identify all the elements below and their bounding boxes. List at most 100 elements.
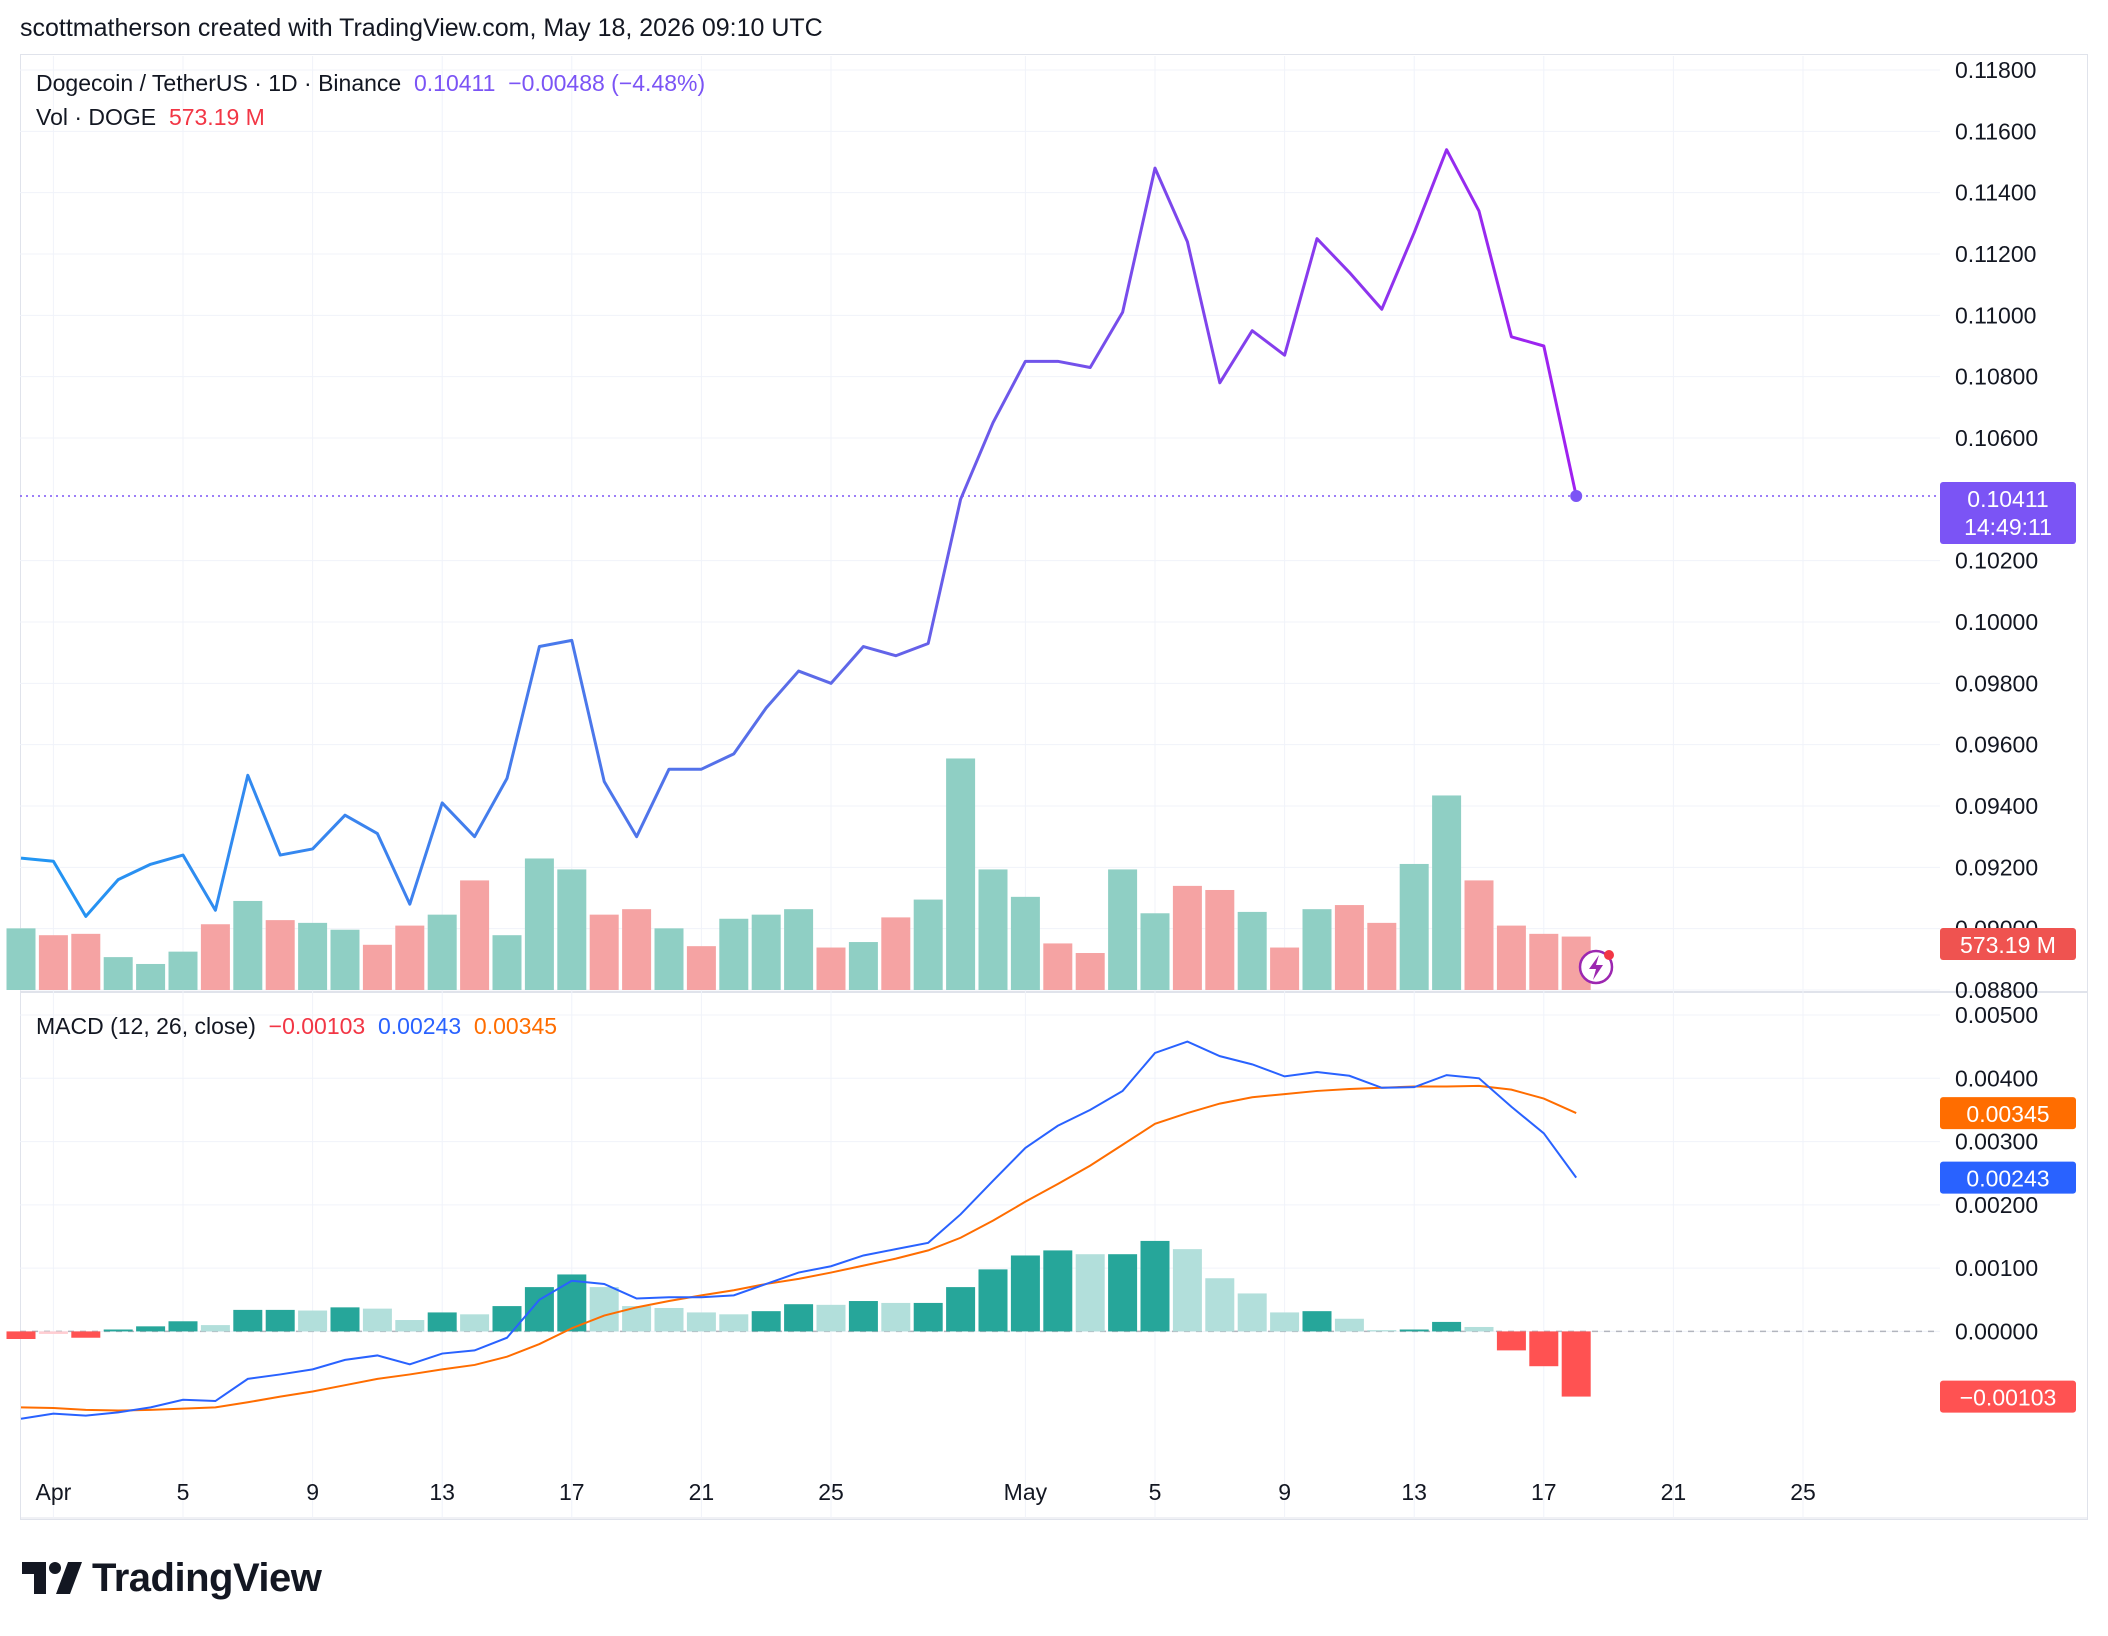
price-tick-label: 0.09800 [1955,670,2038,696]
volume-bar [1043,943,1073,990]
tradingview-logo[interactable]: TradingView [22,1555,322,1600]
signal-badge-text: 0.00345 [1966,1101,2049,1127]
time-tick-label: 21 [1661,1479,1687,1505]
macd-histogram-bar [298,1310,328,1332]
time-tick-label: 25 [818,1479,844,1505]
volume-bar [362,944,392,990]
volume-bar [524,858,554,990]
time-tick-label: 17 [559,1479,585,1505]
volume-bar [654,928,684,990]
last-price-point [1570,489,1583,502]
time-tick-label: May [1004,1479,1048,1505]
volume-bar [1529,933,1559,990]
macd-histogram-bar [1010,1255,1040,1332]
macd-histogram-bar [1399,1329,1429,1332]
macd-label: MACD (12, 26, close) [36,1013,256,1039]
signal-badge [1940,1097,2076,1130]
time-tick-label: 13 [429,1479,455,1505]
macd-badge-text: 0.00243 [1966,1166,2049,1192]
volume-bar [6,928,36,990]
volume-bar [460,880,490,990]
price-tick-label: 0.09600 [1955,732,2038,758]
volume-bar [1270,947,1300,990]
macd-histogram-bar [200,1325,230,1332]
price-tick-label: 0.11200 [1955,241,2036,267]
macd-histogram-bar [168,1321,198,1332]
volume-bar [751,914,781,990]
volume-bar [946,758,976,990]
macd-histogram-bar [881,1302,911,1332]
volume-bar [71,933,101,990]
time-tick-label: 5 [177,1479,190,1505]
macd-histogram-bar [103,1329,133,1332]
volume-bar [1399,863,1429,990]
volume-bar [589,914,619,990]
volume-bar [1464,880,1494,990]
macd-histogram-bar [460,1314,490,1332]
volume-bar [1367,922,1397,990]
tradingview-logo-icon [22,1562,82,1594]
macd-histogram-bar [719,1314,749,1332]
volume-bar [719,918,749,990]
volume-bar [103,957,133,990]
macd-histogram-bar [1561,1331,1591,1397]
grid-lines [20,56,2088,1519]
time-tick-label: 9 [1278,1479,1291,1505]
time-axis: Apr 5 9 13 17 21 25 May 5 9 13 17 21 25 [36,1479,1816,1505]
volume-bar [686,946,716,990]
macd-tick-label: 0.00000 [1955,1318,2038,1344]
volume-bar [1302,909,1332,990]
macd-histogram-bar [1367,1330,1397,1332]
volume-bar [298,922,328,990]
volume-bar [881,917,911,990]
price-tick-label: 0.11600 [1955,118,2036,144]
volume-value: 573.19 M [168,104,265,130]
volume-badge-text: 573.19 M [1960,932,2056,958]
macd-histogram-bar [1043,1250,1073,1332]
price-tick-label: 0.10600 [1955,425,2038,451]
macd-histogram-bar [395,1320,425,1332]
tradingview-wordmark: TradingView [92,1555,322,1600]
time-tick-label: 17 [1531,1479,1557,1505]
macd-histogram-bar [946,1287,976,1332]
volume-bar [1075,953,1105,990]
time-tick-label: 13 [1401,1479,1427,1505]
volume-bar [913,899,943,990]
volume-legend[interactable]: Vol · DOGE 573.19 M [36,104,265,131]
macd-histogram-bar [1464,1326,1494,1332]
macd-legend[interactable]: MACD (12, 26, close) −0.00103 0.00243 0.… [36,1013,557,1040]
macd-line-value: 0.00243 [378,1013,462,1039]
price-badge-text: 14:49:11 [1964,514,2052,540]
macd-histogram-bar [265,1309,295,1332]
macd-histogram-bar [557,1274,587,1332]
price-tick-label: 0.11800 [1955,57,2036,83]
macd-histogram-bar [686,1312,716,1332]
price-axis: 0.11800 0.11600 0.11400 0.11200 0.11000 0.108… [1955,57,2038,1003]
macd-histogram [6,1240,1591,1397]
macd-badge [1940,1161,2076,1194]
hist-badge-text: −0.00103 [1960,1385,2057,1411]
chart-frame[interactable] [20,54,2088,1520]
price-tick-label: 0.10200 [1955,548,2038,574]
macd-histogram-bar [1432,1321,1462,1332]
lightning-icon-dot [1604,950,1614,960]
hist-badge [1940,1380,2076,1413]
volume-bar [1496,925,1526,990]
macd-histogram-bar [784,1304,814,1332]
volume-bar [1010,896,1040,990]
macd-histogram-bar [233,1309,263,1332]
macd-histogram-bar [978,1269,1008,1332]
price-change: −0.00488 (−4.48%) [508,70,706,96]
macd-tick-label: 0.00300 [1955,1129,2038,1155]
volume-bar [136,963,166,990]
volume-bar [427,914,457,990]
macd-histogram-bar [589,1287,619,1332]
price-tick-label: 0.08800 [1955,977,2038,1003]
macd-tick-label: 0.00200 [1955,1192,2038,1218]
macd-histogram-bar [492,1306,522,1332]
volume-bar [1108,869,1138,990]
price-legend[interactable]: Dogecoin / TetherUS · 1D · Binance 0.104… [36,70,705,97]
macd-histogram-bar [1496,1331,1526,1351]
